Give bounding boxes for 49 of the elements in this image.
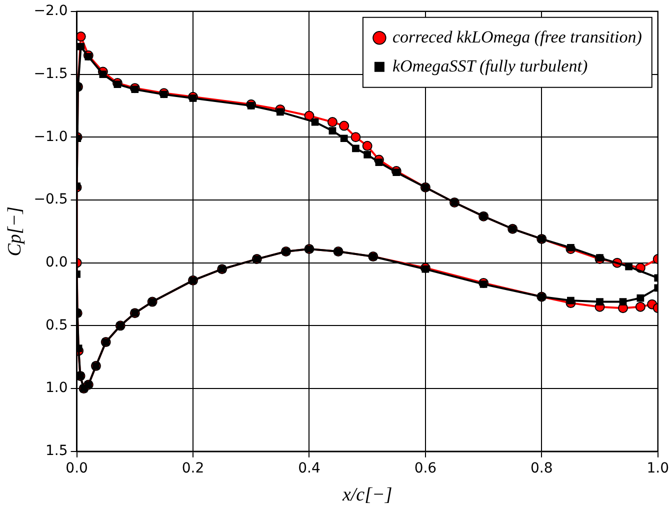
point <box>77 42 85 50</box>
legend-label: correced kkLOmega (free transition) <box>392 27 642 46</box>
point <box>636 294 644 302</box>
y-tick-label: −1.0 <box>34 128 68 145</box>
point <box>340 134 348 142</box>
x-axis-title: x/c[−] <box>341 484 392 506</box>
point <box>352 144 360 152</box>
x-tick-label: 0.2 <box>182 460 204 476</box>
point <box>619 298 627 306</box>
point <box>160 90 168 98</box>
point <box>311 118 319 126</box>
point <box>567 244 574 252</box>
point <box>375 158 383 166</box>
point <box>567 296 574 304</box>
y-tick-label: −0.5 <box>34 192 68 208</box>
point <box>422 265 430 273</box>
point <box>350 132 361 142</box>
x-tick-label: 0.0 <box>66 460 88 476</box>
point <box>392 168 400 176</box>
point <box>189 94 197 102</box>
y-tick-label: 0.5 <box>46 317 68 334</box>
legend-label: kOmegaSST (fully turbulent) <box>392 56 588 76</box>
point <box>328 127 336 135</box>
y-tick-label: −2.0 <box>34 3 68 20</box>
point <box>76 32 86 42</box>
point <box>131 86 139 94</box>
point <box>327 117 338 128</box>
point <box>84 52 92 60</box>
point <box>339 120 350 131</box>
y-axis-title: Cp[−] <box>4 206 26 256</box>
x-tick-label: 1.0 <box>646 460 669 476</box>
y-tick-label: 1.5 <box>46 443 68 460</box>
point <box>635 302 646 312</box>
point <box>596 298 604 306</box>
point <box>99 70 107 78</box>
point <box>362 140 372 151</box>
x-tick-label: 0.4 <box>298 460 320 476</box>
point <box>364 151 372 158</box>
x-tick-label: 0.6 <box>414 460 437 476</box>
y-tick-label: −1.5 <box>34 66 68 82</box>
y-tick-label: 0.0 <box>46 254 68 270</box>
point <box>625 262 632 270</box>
x-tick-label: 0.8 <box>530 460 553 476</box>
point <box>276 108 284 116</box>
y-tick-label: 1.0 <box>46 380 68 396</box>
point <box>480 280 488 288</box>
point <box>114 80 122 88</box>
point <box>247 102 255 110</box>
point <box>596 254 604 262</box>
